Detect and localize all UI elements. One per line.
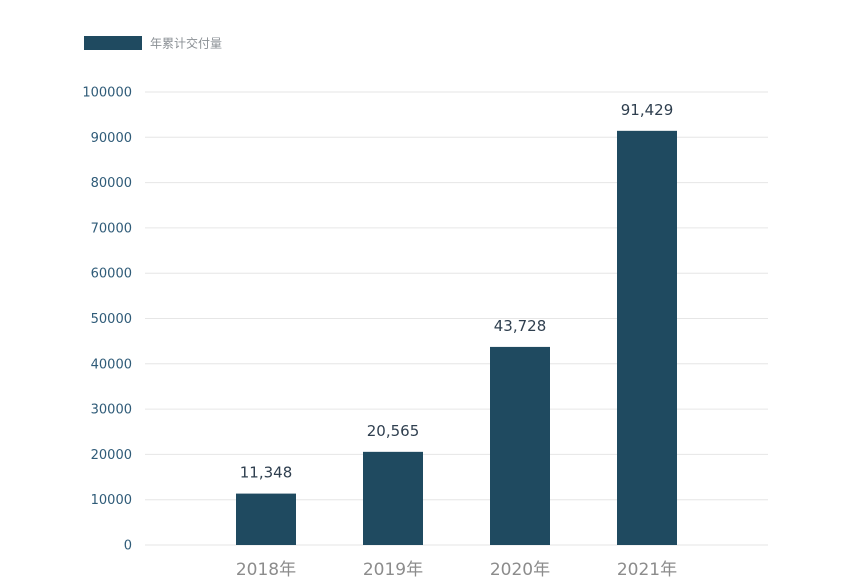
legend-swatch <box>84 36 142 50</box>
bar-value-label: 43,728 <box>494 317 547 335</box>
bar <box>236 493 296 545</box>
x-category-label: 2019年 <box>363 560 423 580</box>
bar-value-label: 91,429 <box>621 101 674 119</box>
y-axis-ticks: 0 10000 20000 30000 40000 50000 60000 70000 8000… <box>82 86 132 554</box>
bar-value-label: 20,565 <box>367 422 420 440</box>
legend-label: 年累计交付量 <box>150 36 222 51</box>
y-tick-label: 0 <box>124 539 132 554</box>
bar <box>617 130 677 545</box>
y-tick-label: 70000 <box>91 221 132 236</box>
x-category-label: 2021年 <box>617 560 677 580</box>
x-category-label: 2018年 <box>236 560 296 580</box>
y-tick-label: 40000 <box>91 357 132 372</box>
bar <box>363 451 423 545</box>
legend: 年累计交付量 <box>84 36 222 51</box>
bars <box>236 130 677 545</box>
y-tick-label: 100000 <box>82 86 132 101</box>
value-labels: 11,348 20,565 43,728 91,429 <box>240 101 674 482</box>
y-tick-label: 50000 <box>91 312 132 327</box>
y-tick-label: 60000 <box>91 267 132 282</box>
x-axis-labels: 2018年 2019年 2020年 2021年 <box>236 560 677 580</box>
x-category-label: 2020年 <box>490 560 550 580</box>
bar-value-label: 11,348 <box>240 464 293 482</box>
y-tick-label: 10000 <box>91 493 132 508</box>
y-tick-label: 20000 <box>91 448 132 463</box>
y-tick-label: 30000 <box>91 403 132 418</box>
bar <box>490 346 550 545</box>
y-tick-label: 80000 <box>91 176 132 191</box>
y-tick-label: 90000 <box>91 131 132 146</box>
